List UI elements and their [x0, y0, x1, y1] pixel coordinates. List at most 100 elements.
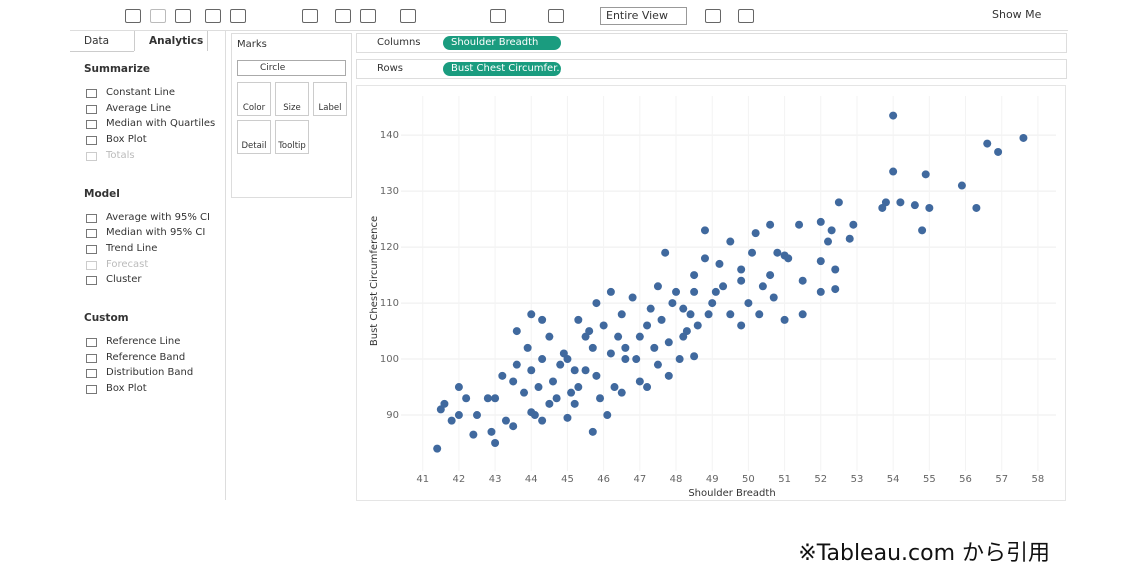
redo-button[interactable] [150, 9, 166, 23]
item-icon [86, 151, 97, 161]
point [690, 352, 699, 361]
x-tick-label: 58 [1032, 474, 1045, 485]
point [889, 111, 898, 120]
point [643, 321, 652, 330]
x-axis-title: Shoulder Breadth [688, 488, 775, 499]
new-sheet-button[interactable] [302, 9, 318, 23]
card-label: Tooltip [278, 141, 306, 151]
point [454, 383, 463, 392]
point [588, 343, 597, 352]
point [527, 408, 536, 417]
y-tick-label: 90 [386, 410, 399, 421]
paste-button[interactable] [230, 9, 246, 23]
point [737, 265, 746, 274]
duplicate-button[interactable] [335, 9, 351, 23]
point [545, 399, 554, 408]
item-icon [86, 353, 97, 363]
x-tick-label: 45 [561, 474, 574, 485]
analytics-item[interactable]: Box Plot [106, 383, 147, 395]
view-dropdown[interactable]: Entire View [600, 7, 687, 25]
point [769, 293, 778, 302]
x-tick-label: 49 [706, 474, 719, 485]
point [910, 201, 919, 210]
analytics-item[interactable]: Distribution Band [106, 367, 194, 379]
item-icon [86, 385, 97, 395]
show-me-button[interactable]: Show Me [992, 8, 1042, 21]
mark-card[interactable]: Detail [237, 120, 271, 154]
point [686, 310, 695, 319]
point [538, 416, 547, 425]
point [827, 226, 836, 235]
point [621, 343, 630, 352]
analytics-item[interactable]: Box Plot [106, 134, 147, 146]
analytics-item[interactable]: Average with 95% CI [106, 211, 210, 223]
y-axis-title: Bust Chest Circumference [369, 216, 380, 346]
x-tick-label: 54 [887, 474, 900, 485]
analytics-item[interactable]: Reference Band [106, 351, 186, 363]
point [552, 394, 561, 403]
analytics-item[interactable]: Median with Quartiles [106, 118, 216, 130]
panel-tab[interactable]: Data [70, 31, 134, 52]
point [831, 265, 840, 274]
point [719, 282, 728, 291]
point [751, 229, 760, 238]
point [592, 371, 601, 380]
x-tick-label: 43 [489, 474, 502, 485]
point [690, 271, 699, 280]
cards-button[interactable] [705, 9, 721, 23]
point [469, 430, 478, 439]
x-tick-label: 46 [597, 474, 610, 485]
point [693, 321, 702, 330]
pill[interactable]: Bust Chest Circumfer.. [443, 62, 561, 76]
point [708, 299, 717, 308]
chart: Shoulder Breadth Bust Chest Circumferenc… [356, 85, 1066, 501]
analytics-item[interactable]: Constant Line [106, 87, 175, 98]
point [816, 287, 825, 296]
mark-card[interactable]: Tooltip [275, 120, 309, 154]
panel-tab[interactable]: Analytics [134, 31, 208, 51]
point [653, 360, 662, 369]
mark-card[interactable]: Label [313, 82, 347, 116]
point [570, 366, 579, 375]
item-icon [86, 89, 97, 98]
x-tick-label: 42 [453, 474, 466, 485]
point [588, 427, 597, 436]
save-button[interactable] [175, 9, 191, 23]
item-icon [86, 338, 97, 347]
undo-button[interactable] [125, 9, 141, 23]
analytics-item[interactable]: Average Line [106, 102, 172, 114]
analytics-item[interactable]: Cluster [106, 274, 142, 286]
analytics-item[interactable]: Reference Line [106, 336, 181, 347]
point [798, 310, 807, 319]
item-icon [86, 104, 97, 114]
text-button[interactable] [548, 9, 564, 23]
point [889, 167, 898, 176]
point [538, 355, 547, 364]
point [548, 377, 557, 386]
point [614, 332, 623, 341]
swap-button[interactable] [400, 9, 416, 23]
highlight-button[interactable] [490, 9, 506, 23]
analytics-item[interactable]: Median with 95% CI [106, 227, 206, 239]
card-label: Label [318, 103, 342, 113]
point [538, 315, 547, 324]
point [726, 310, 735, 319]
new-datasource-button[interactable] [205, 9, 221, 23]
point [700, 226, 709, 235]
mark-card[interactable]: Color [237, 82, 271, 116]
point [766, 271, 775, 280]
presentation-button[interactable] [738, 9, 754, 23]
marks-title: Marks [237, 39, 267, 50]
analytics-item[interactable]: Trend Line [106, 242, 158, 254]
item-icon [86, 244, 97, 254]
x-tick-label: 51 [778, 474, 791, 485]
pill[interactable]: Shoulder Breadth [443, 36, 561, 50]
point [668, 299, 677, 308]
mark-type-dropdown[interactable]: Circle [237, 60, 346, 76]
rows-shelf: Rows Bust Chest Circumfer.. [356, 59, 1067, 79]
mark-card[interactable]: Size [275, 82, 309, 116]
point [798, 276, 807, 285]
clear-button[interactable] [360, 9, 376, 23]
point [581, 366, 590, 375]
point [563, 413, 572, 422]
